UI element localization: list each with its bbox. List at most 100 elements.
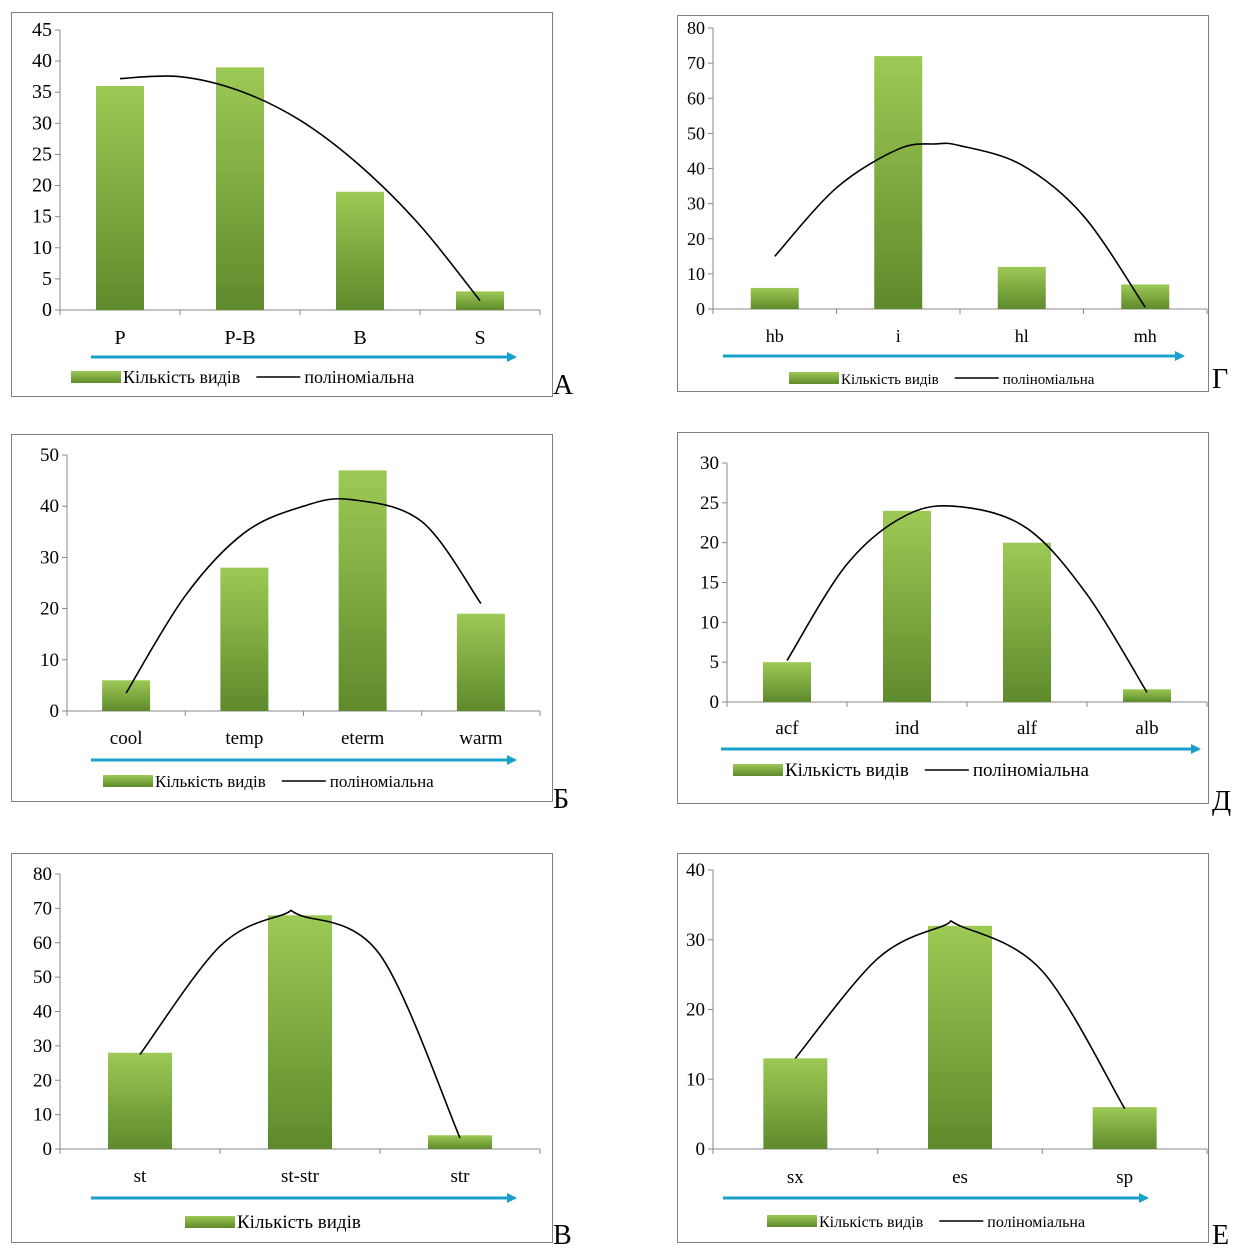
bar-ind bbox=[883, 510, 931, 702]
legend: Кількість видів поліноміальна bbox=[103, 772, 434, 791]
x-tick-label: cool bbox=[110, 728, 143, 749]
legend-bar-label: Кількість видів bbox=[841, 372, 939, 388]
chart-svg: 0 10 20 30 40 50 60 70 80 hb i hl mh Кількість видів п… bbox=[677, 15, 1209, 392]
y-tick-label: 15 bbox=[700, 573, 719, 594]
x-tick-label: alf bbox=[1017, 718, 1038, 739]
bar-st-str bbox=[268, 915, 332, 1149]
x-tick-label: P-B bbox=[224, 327, 255, 349]
chart-svg: 0 10 20 30 40 50 60 70 80 st st-str str Кількість ви… bbox=[11, 853, 553, 1243]
y-tick-label: 40 bbox=[687, 159, 705, 179]
x-tick-label: st-str bbox=[281, 1166, 320, 1187]
x-tick-label: ind bbox=[895, 718, 920, 739]
y-tick-label: 50 bbox=[33, 967, 52, 988]
panel-letter: Д bbox=[1212, 786, 1232, 817]
y-tick-label: 30 bbox=[40, 547, 59, 568]
polynomial-trendline bbox=[786, 504, 1148, 693]
polynomial-trendline bbox=[119, 75, 481, 302]
legend-line-label: поліноміальна bbox=[1003, 372, 1095, 388]
bar-st bbox=[108, 1052, 172, 1149]
y-tick-label: 5 bbox=[710, 652, 720, 673]
legend: Кількість видів bbox=[185, 1212, 361, 1233]
y-tick-label: 0 bbox=[50, 701, 60, 722]
y-tick-label: 10 bbox=[700, 612, 719, 633]
legend: Кількість видів поліноміальна bbox=[789, 372, 1095, 388]
x-tick-label: S bbox=[474, 327, 485, 349]
panel-letter: Б bbox=[553, 784, 570, 815]
polynomial-trendline bbox=[774, 142, 1146, 308]
chart-frame bbox=[11, 12, 553, 397]
x-tick-label: es bbox=[952, 1167, 968, 1188]
y-tick-label: 0 bbox=[42, 299, 52, 321]
y-tick-label: 0 bbox=[710, 692, 720, 713]
chart-frame bbox=[677, 432, 1209, 804]
bar-i bbox=[874, 56, 923, 309]
y-tick-label: 20 bbox=[33, 1070, 52, 1091]
y-tick-label: 80 bbox=[687, 18, 705, 38]
x-tick-label: sx bbox=[787, 1167, 804, 1188]
x-tick-label: temp bbox=[225, 728, 263, 749]
y-tick-label: 30 bbox=[32, 112, 52, 134]
bar-alb bbox=[1123, 689, 1171, 702]
y-tick-label: 15 bbox=[32, 206, 52, 228]
y-tick-label: 45 bbox=[32, 19, 52, 41]
y-tick-label: 30 bbox=[687, 194, 705, 214]
bar-alf bbox=[1003, 542, 1051, 702]
legend-bar-label: Кількість видів bbox=[819, 1214, 924, 1231]
y-tick-label: 25 bbox=[700, 493, 719, 514]
legend: Кількість видів поліноміальна bbox=[733, 760, 1090, 781]
legend: Кількість видів поліноміальна bbox=[767, 1214, 1085, 1231]
bar-sp bbox=[1092, 1107, 1157, 1149]
legend-line-label: поліноміальна bbox=[330, 772, 434, 791]
chart-panel-v: 0 10 20 30 40 50 60 70 80 st st-str str Кількість ви… bbox=[11, 853, 553, 1243]
y-tick-label: 20 bbox=[687, 229, 705, 249]
bar-B bbox=[336, 191, 384, 310]
chart-frame bbox=[677, 15, 1209, 392]
y-tick-label: 20 bbox=[40, 599, 59, 620]
x-tick-label: mh bbox=[1134, 326, 1157, 346]
y-tick-label: 50 bbox=[687, 123, 705, 143]
bar-hl bbox=[997, 266, 1046, 309]
y-tick-label: 40 bbox=[32, 50, 52, 72]
x-tick-label: str bbox=[451, 1166, 471, 1187]
y-tick-label: 30 bbox=[686, 930, 705, 951]
legend-line-label: поліноміальна bbox=[987, 1214, 1085, 1231]
bar-temp bbox=[220, 567, 269, 711]
x-tick-label: hb bbox=[766, 326, 784, 346]
y-tick-label: 10 bbox=[33, 1105, 52, 1126]
y-tick-label: 0 bbox=[696, 299, 705, 319]
chart-svg: 0 5 10 15 20 25 30 35 40 45 P P-B B S Кількість видів п… bbox=[11, 12, 553, 397]
legend-bar-swatch bbox=[767, 1215, 817, 1227]
legend-bar-swatch bbox=[789, 372, 839, 384]
x-tick-label: P bbox=[114, 327, 125, 349]
y-tick-label: 10 bbox=[32, 237, 52, 259]
legend-bar-swatch bbox=[733, 764, 783, 776]
y-tick-label: 70 bbox=[33, 898, 52, 919]
panel-letter: Е bbox=[1212, 1220, 1230, 1251]
x-tick-label: acf bbox=[775, 718, 799, 739]
y-tick-label: 35 bbox=[32, 81, 52, 103]
y-tick-label: 20 bbox=[686, 1000, 705, 1021]
legend-line-label: поліноміальна bbox=[304, 367, 414, 387]
y-tick-label: 30 bbox=[33, 1036, 52, 1057]
bar-P bbox=[96, 86, 144, 310]
y-tick-label: 40 bbox=[40, 496, 59, 517]
y-tick-label: 0 bbox=[696, 1139, 706, 1160]
chart-panel-e: 0 10 20 30 40 sx es sp Кількість видів поліноміал… bbox=[677, 853, 1209, 1243]
chart-panel-d: 0 5 10 15 20 25 30 acf ind alf alb Кількість видів п… bbox=[677, 432, 1209, 804]
chart-panel-g: 0 10 20 30 40 50 60 70 80 hb i hl mh Кількість видів п… bbox=[677, 15, 1209, 392]
polynomial-trendline bbox=[125, 497, 482, 694]
x-tick-label: alb bbox=[1135, 718, 1158, 739]
legend-bar-swatch bbox=[103, 775, 153, 787]
y-tick-label: 20 bbox=[32, 175, 52, 197]
x-tick-label: st bbox=[134, 1166, 147, 1187]
y-tick-label: 40 bbox=[33, 1002, 52, 1023]
x-tick-label: eterm bbox=[341, 728, 384, 749]
y-tick-label: 10 bbox=[687, 264, 705, 284]
y-tick-label: 5 bbox=[42, 268, 52, 290]
y-tick-label: 10 bbox=[686, 1069, 705, 1090]
legend-bar-label: Кількість видів bbox=[155, 772, 266, 791]
y-tick-label: 50 bbox=[40, 445, 59, 466]
y-tick-label: 80 bbox=[33, 864, 52, 885]
legend: Кількість видів поліноміальна bbox=[71, 367, 414, 387]
polynomial-trendline bbox=[139, 909, 461, 1139]
